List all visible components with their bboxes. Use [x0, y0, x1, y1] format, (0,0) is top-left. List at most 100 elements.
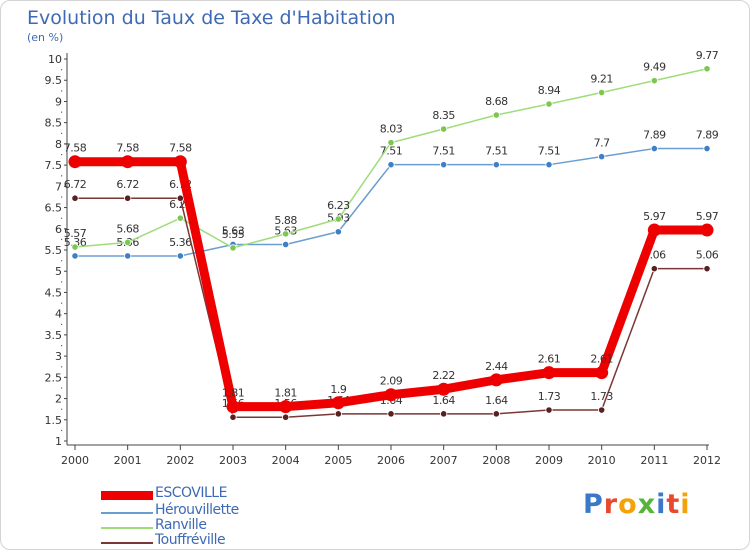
series-point-1	[334, 215, 342, 223]
y-tick-label: 9	[55, 95, 62, 108]
series-point-1	[282, 230, 290, 238]
data-label-2: 1.73	[538, 390, 561, 403]
series-point-1	[598, 88, 606, 97]
logo-letter: P	[583, 489, 604, 520]
series-point-2	[703, 265, 711, 273]
series-point-3	[68, 155, 82, 169]
data-label-0: 7.7	[594, 137, 610, 150]
y-tick-label: 4.5	[45, 286, 63, 299]
data-label-3: 2.61	[538, 353, 561, 366]
data-label-1: 8.35	[432, 109, 455, 122]
data-label-1: 9.49	[643, 61, 666, 74]
series-point-1	[492, 111, 500, 119]
x-tick-label: 2009	[535, 454, 563, 467]
x-tick-label: 2012	[693, 454, 721, 467]
data-label-2: 6.72	[64, 178, 87, 191]
data-label-3: 2.09	[380, 375, 403, 388]
proxiti-logo: Proxiti	[583, 489, 691, 520]
x-tick-label: 2010	[588, 454, 616, 467]
x-tick-label: 2004	[272, 454, 300, 467]
data-label-2: 1.73	[590, 390, 613, 403]
data-label-1: 5.88	[274, 214, 297, 227]
series-point-2	[334, 410, 342, 418]
legend-swatch-escoville	[101, 491, 153, 500]
data-label-1: 5.57	[64, 227, 87, 240]
series-point-3	[331, 396, 345, 410]
y-tick-label: 3.5	[45, 329, 63, 342]
y-tick-label: 9.5	[45, 74, 63, 87]
series-point-0	[387, 161, 395, 169]
y-minor-tick	[61, 387, 63, 389]
series-point-3	[595, 366, 609, 380]
data-label-3: 1.81	[274, 387, 297, 400]
data-label-1: 9.77	[696, 49, 719, 62]
x-tick-label: 2003	[219, 454, 247, 467]
x-tick-label: 2007	[430, 454, 458, 467]
series-point-0	[334, 228, 342, 236]
series-point-0	[282, 240, 290, 249]
data-label-3: 1.9	[330, 383, 346, 396]
y-minor-tick	[61, 429, 63, 432]
series-point-3	[279, 400, 293, 414]
series-point-3	[173, 155, 187, 169]
series-point-0	[598, 153, 606, 161]
series-point-3	[542, 366, 556, 380]
x-tick-label: 2008	[482, 454, 510, 467]
data-label-1: 8.03	[380, 123, 403, 136]
y-minor-tick	[61, 408, 63, 410]
y-tick-label: 10	[48, 53, 62, 66]
data-label-0: 7.89	[643, 129, 666, 142]
x-tick-label: 2006	[377, 454, 405, 467]
y-minor-tick	[61, 196, 63, 198]
data-label-0: 7.51	[538, 145, 561, 158]
y-tick-label: 1.5	[45, 414, 63, 427]
y-tick-label: 1	[55, 435, 62, 448]
series-point-3	[437, 382, 451, 396]
y-minor-tick	[61, 345, 63, 347]
data-label-2: 5.06	[696, 249, 719, 262]
y-minor-tick	[61, 175, 63, 177]
series-point-1	[229, 244, 237, 252]
data-label-3: 2.22	[432, 369, 455, 382]
y-minor-tick	[61, 323, 63, 325]
series-point-1	[650, 77, 658, 85]
series-point-1	[71, 243, 79, 251]
series-point-2	[650, 265, 658, 273]
series-point-2	[71, 194, 79, 202]
series-point-1	[176, 214, 184, 222]
series-point-1	[545, 100, 553, 108]
y-tick-label: 7	[55, 180, 62, 193]
data-label-0: 7.89	[696, 129, 719, 142]
y-minor-tick	[61, 238, 63, 241]
logo-letter: o	[618, 489, 638, 520]
logo-letter: i	[656, 489, 667, 520]
series-point-0	[703, 144, 711, 153]
series-point-2	[492, 410, 500, 418]
series-point-0	[492, 161, 500, 169]
data-label-3: 5.97	[696, 210, 719, 223]
data-label-1: 5.68	[116, 222, 139, 235]
data-label-1: 6.23	[327, 199, 350, 212]
data-label-1: 5.55	[222, 228, 245, 241]
chart-title: Evolution du Taux de Taxe d'Habitation	[27, 7, 396, 29]
data-label-1: 9.21	[590, 73, 613, 86]
y-minor-tick	[61, 281, 63, 283]
data-label-3: 7.58	[169, 142, 192, 155]
series-point-2	[387, 410, 395, 418]
series-point-2	[176, 194, 184, 202]
y-tick-label: 5.5	[45, 244, 63, 257]
y-minor-tick	[61, 260, 63, 262]
series-point-2	[282, 413, 290, 421]
legend-swatch-touffreville	[101, 542, 153, 544]
y-tick-label: 6.5	[45, 202, 63, 215]
data-label-0: 5.36	[169, 236, 192, 249]
series-point-0	[71, 252, 79, 260]
series-point-2	[598, 406, 606, 414]
y-tick-label: 4	[55, 308, 62, 321]
series-point-1	[124, 238, 132, 246]
data-label-3: 7.58	[116, 142, 139, 155]
logo-letter: t	[666, 489, 681, 520]
series-point-3	[121, 155, 135, 169]
logo-letter: x	[637, 489, 657, 520]
data-label-0: 7.51	[432, 145, 455, 158]
